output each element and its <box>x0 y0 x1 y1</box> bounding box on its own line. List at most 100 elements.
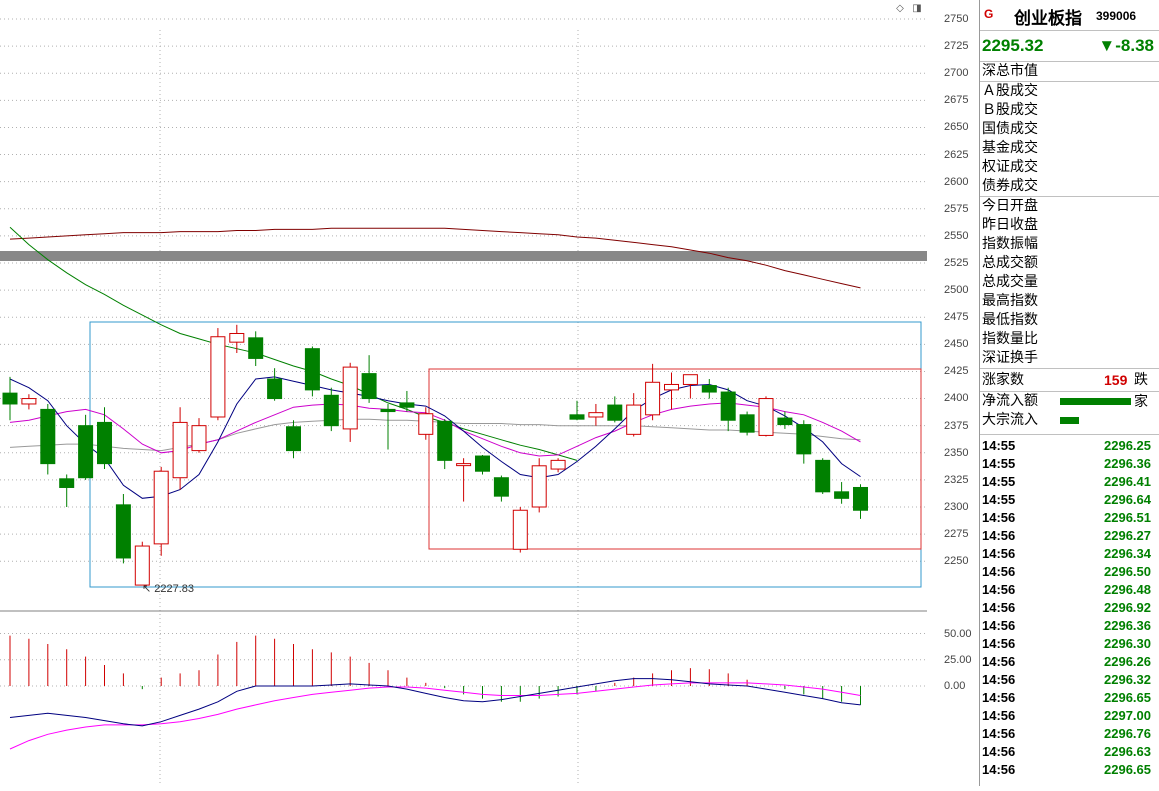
stat-label: 昨日收盘 <box>982 217 1038 233</box>
ma-line <box>9 227 861 289</box>
candle-body <box>399 402 415 408</box>
stat-label: 债券成交 <box>982 178 1038 194</box>
candle-body <box>531 465 547 508</box>
candle-body <box>153 470 169 545</box>
ma-line <box>9 402 861 457</box>
tick-row: 14:55 2296.36 <box>980 455 1159 473</box>
y-tick-label: 2475 <box>944 311 969 324</box>
stat-label: 总成交额 <box>982 255 1038 271</box>
tick-time: 14:56 <box>982 528 1016 543</box>
block-inflow-bar <box>1060 417 1079 424</box>
candle-body <box>286 426 301 452</box>
candle-body <box>342 366 358 430</box>
candle-body <box>172 421 188 479</box>
tick-time: 14:56 <box>982 744 1016 759</box>
y-tick-label: 2700 <box>944 67 969 80</box>
tick-time: 14:56 <box>982 690 1016 705</box>
stat-label: 最低指数 <box>982 312 1038 328</box>
tick-row: 14:56 2296.65 <box>980 761 1159 779</box>
group-g-icon[interactable]: G <box>984 7 994 21</box>
net-inflow-label: 净流入额 <box>982 393 1038 409</box>
y-tick-label: 2500 <box>944 284 969 296</box>
current-price: 2295.32 <box>982 36 1044 55</box>
tick-price: 2296.51 <box>1104 510 1151 525</box>
candle-body <box>853 486 868 511</box>
sub-y-tick-label: 0.00 <box>944 680 966 693</box>
candle-body <box>456 463 472 467</box>
candle-body <box>588 412 604 418</box>
fall-label: 跌家 <box>1134 372 1148 410</box>
tick-price: 2296.30 <box>1104 636 1151 651</box>
candle-body <box>210 336 226 418</box>
tick-row: 14:56 2296.30 <box>980 635 1159 653</box>
candle-body <box>512 509 528 550</box>
index-name: 创业板指 <box>1014 9 1082 29</box>
y-tick-label: 2525 <box>944 256 969 269</box>
block-inflow-row: 大宗流入 <box>980 411 1159 430</box>
candle-body <box>607 404 623 421</box>
candle-body <box>682 374 698 385</box>
tick-time: 14:56 <box>982 708 1016 723</box>
stat-label: Ｂ股成交 <box>982 102 1038 118</box>
candle-body <box>418 413 434 435</box>
y-tick-label: 2275 <box>944 527 969 540</box>
tick-row: 14:56 2296.27 <box>980 527 1159 545</box>
y-tick-label: 2400 <box>944 392 969 405</box>
stat-label: Ａ股成交 <box>982 83 1038 99</box>
tick-price: 2296.63 <box>1104 744 1151 759</box>
stat-label: 指数振幅 <box>982 236 1038 252</box>
y-tick-label: 2425 <box>944 365 969 378</box>
tick-price: 2296.92 <box>1104 600 1151 615</box>
candle-body <box>78 425 94 479</box>
window-toggle-icon[interactable]: ◨ <box>912 3 922 14</box>
y-tick-label: 2675 <box>944 94 969 107</box>
price-axis: 2750 2725 2700 2675 2650 2625 2600 2575 2550 2525… <box>928 0 977 786</box>
market-value-group: 深总市值 <box>980 62 1159 82</box>
candle-body <box>267 378 283 400</box>
tick-time: 14:56 <box>982 582 1016 597</box>
stat-label: 总成交量 <box>982 274 1038 290</box>
sub-y-tick-label: 50.00 <box>944 628 972 640</box>
candle-body <box>720 391 736 421</box>
macd-line <box>9 678 861 727</box>
candle-body <box>115 504 131 559</box>
kline-chart[interactable]: ↖ 2227.83 <box>0 0 927 786</box>
tick-time: 14:56 <box>982 726 1016 741</box>
index-stats-group: 今日开盘 昨日收盘 指数振幅 总成交额 总成交量 最高指数 最低指数 指数量比 深证换手 <box>980 197 1159 369</box>
net-inflow-bar <box>1060 398 1131 405</box>
diamond-toggle-icon[interactable]: ◇ <box>896 3 904 14</box>
tick-time: 14:55 <box>982 438 1016 453</box>
candle-body <box>701 385 717 393</box>
tick-row: 14:56 2296.48 <box>980 581 1159 599</box>
net-inflow-row: 净流入额 <box>980 392 1159 411</box>
tick-price: 2296.41 <box>1104 474 1151 489</box>
candle-body <box>815 459 831 493</box>
tick-row: 14:56 2296.51 <box>980 509 1159 527</box>
y-tick-label: 2575 <box>944 202 969 215</box>
candle-body <box>834 491 850 499</box>
quote-panel: G 创业板指 399006 2295.32 ▼-8.38 深总市值 Ａ股成交 Ｂ股… <box>979 0 1159 786</box>
tick-row: 14:56 2296.26 <box>980 653 1159 671</box>
stat-label: 指数量比 <box>982 331 1038 347</box>
tick-row: 14:56 2296.76 <box>980 725 1159 743</box>
ma-line <box>9 418 861 452</box>
price-row: 2295.32 ▼-8.38 <box>980 31 1159 62</box>
panel-header: G 创业板指 399006 <box>980 0 1159 31</box>
stat-label: 国债成交 <box>982 121 1038 137</box>
tick-row: 14:56 2296.34 <box>980 545 1159 563</box>
tick-list[interactable]: 14:55 2296.25 14:55 2296.36 14:55 2296.41 14:5… <box>980 434 1159 779</box>
candle-body <box>475 455 490 472</box>
rise-count: 159 <box>1104 372 1128 388</box>
candle-body <box>40 408 56 465</box>
index-code: 399006 <box>1096 9 1137 23</box>
sub-y-tick-label: 25.00 <box>944 654 972 667</box>
candlestick-svg[interactable]: ↖ 2227.83 <box>0 0 927 786</box>
tick-price: 2296.25 <box>1104 438 1151 453</box>
tick-time: 14:56 <box>982 636 1016 651</box>
tick-price: 2296.36 <box>1104 456 1151 471</box>
tick-time: 14:56 <box>982 762 1016 777</box>
resistance-band <box>0 251 927 261</box>
candle-body <box>758 398 774 436</box>
macd-line <box>9 682 861 750</box>
tick-row: 14:56 2296.65 <box>980 689 1159 707</box>
